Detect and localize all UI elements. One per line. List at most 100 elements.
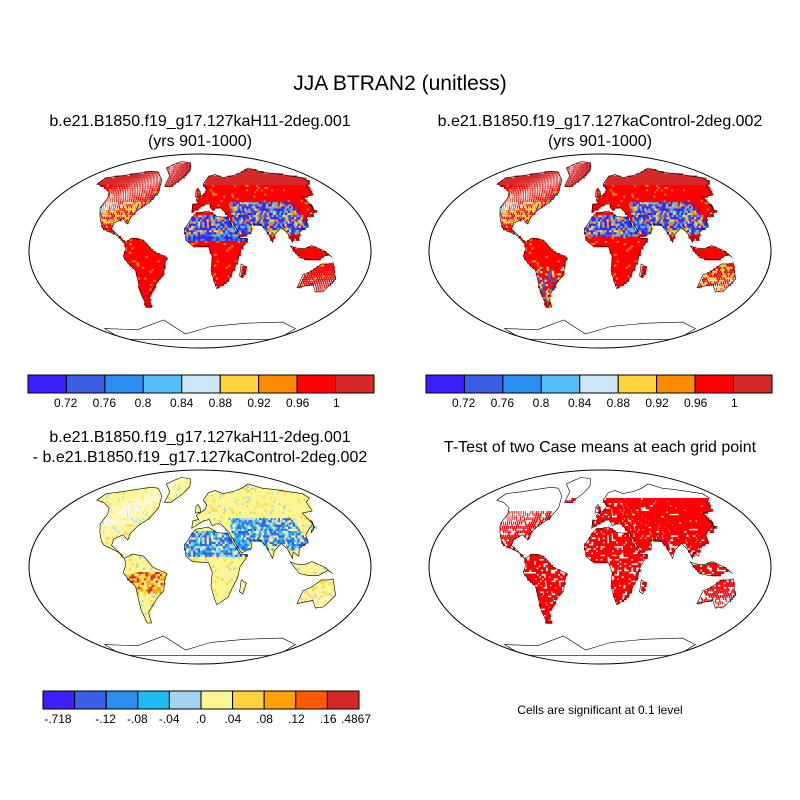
colorbar-cell [540, 374, 581, 394]
map-grid-cells [98, 478, 336, 624]
coastline-australia [296, 578, 337, 609]
map-panel-2 [428, 153, 772, 349]
panel-2-title-line1: b.e21.B1850.f19_g17.127kaControl-2deg.00… [437, 113, 763, 130]
coastline-greenland [164, 161, 191, 187]
colorbar-panel-1 [27, 374, 375, 394]
coastline-indonesia [689, 245, 733, 260]
colorbar-tick-label: .4867 [340, 712, 372, 726]
colorbar-tick-label: 1 [730, 396, 738, 410]
map-panel-3 [28, 469, 372, 665]
colorbar-tick-label: .04 [224, 712, 242, 726]
coastline-greenland [164, 477, 191, 503]
colorbar-tick-label: 0.8 [134, 396, 152, 410]
coastlines [496, 161, 737, 340]
panel-4-title: T-Test of two Case means at each grid po… [400, 438, 800, 458]
coastline-eurasia [591, 167, 714, 244]
coastline-australia [696, 578, 737, 609]
coastline-japan [710, 203, 716, 218]
panel-2-title: b.e21.B1850.f19_g17.127kaControl-2deg.00… [400, 112, 800, 152]
colorbar-cell [200, 690, 234, 710]
colorbar-cell [181, 374, 221, 394]
colorbar-cell [425, 374, 465, 394]
colorbar-cell [617, 374, 658, 394]
colorbar-cell [335, 374, 375, 394]
coastline-madagascar [639, 579, 647, 595]
coastline-samerica [522, 553, 568, 624]
colorbar-cell [326, 690, 360, 710]
colorbar-cell [105, 690, 139, 710]
colorbar-panel-2 [425, 374, 773, 394]
colorbar-tick-label: .0 [195, 712, 207, 726]
colorbar-tick-label: 0.88 [606, 396, 631, 410]
colorbar-tick-label: -.04 [158, 712, 180, 726]
coastline-japan [310, 519, 316, 534]
coastline-greenland [564, 477, 591, 503]
coastline-australia [696, 262, 737, 293]
coastline-uk [595, 504, 602, 514]
coastline-madagascar [239, 579, 247, 595]
coastline-indonesia [289, 561, 333, 576]
colorbar-tick-label: 0.76 [92, 396, 117, 410]
coastline-uk [195, 504, 202, 514]
coastline-eurasia [191, 483, 314, 560]
colorbar-cell [232, 690, 265, 710]
panel-3-title: b.e21.B1850.f19_g17.127kaH11-2deg.001 - … [0, 428, 400, 468]
colorbar-panel-3-labels: -.718 -.12 -.08 -.04 .0 .04 .08 .12 .16.4867 [42, 712, 371, 728]
colorbar-cell [463, 374, 504, 394]
coastline-antarctica [503, 319, 697, 340]
colorbar-cell [42, 690, 76, 710]
colorbar-cell [258, 374, 298, 394]
colorbar-tick-label: -.12 [95, 712, 116, 726]
coastline-uk [595, 188, 602, 198]
colorbar-tick-label: 0.84 [567, 396, 592, 410]
map-grid-cells [499, 498, 736, 624]
colorbar-tick-label: -.718 [44, 712, 72, 726]
coastline-namerica [496, 486, 563, 559]
coastline-eurasia [191, 167, 314, 244]
panel-3-title-line1: b.e21.B1850.f19_g17.127kaH11-2deg.001 [49, 429, 351, 446]
colorbar-tick-label: 1 [332, 396, 340, 410]
colorbar-tick-label: 0.8 [532, 396, 550, 410]
colorbar-cell [142, 374, 183, 394]
colorbar-tick-label: 0.72 [451, 396, 476, 410]
panel-3-title-line2: - b.e21.B1850.f19_g17.127kaControl-2deg.… [32, 449, 368, 466]
coastline-africa [184, 210, 249, 290]
coastlines [96, 477, 337, 656]
coastline-australia [296, 262, 337, 293]
map-grid-cells [98, 162, 336, 308]
coastline-namerica [96, 486, 163, 559]
coastline-japan [710, 519, 716, 534]
coastline-namerica [496, 170, 563, 243]
colorbar-cell [579, 374, 619, 394]
coastline-antarctica [503, 635, 697, 656]
colorbar-cell [263, 690, 297, 710]
map-border [428, 153, 772, 349]
colorbar-cell [104, 374, 144, 394]
coastline-namerica [96, 170, 163, 243]
colorbar-tick-label: 0.76 [490, 396, 515, 410]
colorbar-cell [168, 690, 202, 710]
colorbar-tick-label: .08 [256, 712, 273, 726]
coastline-greenland [564, 161, 591, 187]
colorbar-cell [219, 374, 260, 394]
colorbar-tick-label: 0.84 [169, 396, 194, 410]
colorbar-panel-3 [42, 690, 360, 710]
colorbar-cell [733, 374, 773, 394]
coastline-eurasia [591, 483, 714, 560]
coastline-africa [584, 210, 649, 290]
panel-2-title-line2: (yrs 901-1000) [547, 133, 653, 150]
coastline-antarctica [103, 635, 297, 656]
colorbar-cell [27, 374, 67, 394]
colorbar-tick-label: 0.92 [645, 396, 669, 410]
colorbar-tick-label: -.08 [127, 712, 148, 726]
figure-title: JJA BTRAN2 (unitless) [293, 72, 507, 95]
colorbar-tick-label: .16 [319, 712, 337, 726]
coastline-samerica [122, 237, 168, 308]
coastline-japan [310, 203, 316, 218]
map-panel-1 [28, 153, 372, 349]
colorbar-panel-2-labels: 0.72 0.76 0.8 0.84 0.88 0.92 0.96 1 [425, 396, 773, 412]
colorbar-tick-label: 0.96 [285, 396, 310, 410]
map-border [28, 469, 372, 665]
colorbar-cell [296, 374, 337, 394]
coastlines [496, 477, 737, 656]
